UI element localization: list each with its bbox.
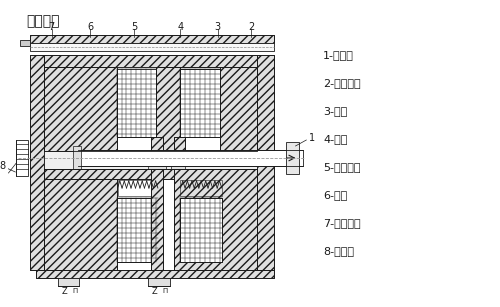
Bar — [78, 150, 304, 166]
Bar — [170, 157, 186, 169]
Bar — [257, 55, 274, 270]
Text: 一、构造: 一、构造 — [26, 14, 60, 28]
Bar — [44, 55, 257, 67]
Bar — [44, 55, 257, 67]
Bar — [44, 179, 117, 270]
Text: 1-花键轴: 1-花键轴 — [323, 50, 354, 60]
Bar — [16, 140, 28, 176]
Text: 4: 4 — [178, 22, 184, 32]
Bar — [174, 137, 186, 167]
Bar — [30, 55, 44, 270]
Bar — [36, 270, 274, 278]
Bar — [148, 278, 170, 286]
Bar — [118, 180, 158, 196]
Bar — [220, 67, 257, 155]
Bar — [151, 169, 163, 270]
Bar — [20, 40, 30, 46]
Text: Π: Π — [163, 288, 168, 294]
Bar — [257, 55, 274, 270]
Bar — [148, 157, 166, 169]
Bar — [44, 67, 117, 155]
Text: 6: 6 — [87, 22, 93, 32]
Bar — [36, 270, 274, 278]
Bar — [151, 169, 163, 270]
Text: 1: 1 — [310, 133, 316, 143]
Bar — [174, 169, 257, 270]
Text: 3-衔铁: 3-衔铁 — [323, 106, 347, 116]
Bar — [156, 67, 180, 155]
Text: Z: Z — [152, 286, 158, 296]
Bar — [180, 69, 220, 137]
Bar — [74, 146, 81, 170]
Bar — [44, 169, 257, 179]
Bar — [174, 169, 257, 270]
Bar — [44, 67, 117, 155]
Bar — [116, 198, 158, 262]
Bar — [44, 169, 257, 179]
Bar — [156, 67, 180, 155]
Text: 3: 3 — [215, 22, 221, 32]
Bar — [30, 55, 44, 270]
Bar — [30, 35, 274, 43]
Bar — [174, 137, 186, 167]
Text: 2-电机端盖: 2-电机端盖 — [323, 78, 360, 88]
Text: 8: 8 — [0, 161, 6, 171]
Text: 8-防尘板: 8-防尘板 — [323, 246, 354, 256]
Bar — [151, 137, 163, 167]
Text: Z: Z — [62, 286, 68, 296]
Bar — [116, 67, 156, 137]
Bar — [44, 151, 257, 169]
Text: 5: 5 — [131, 22, 138, 32]
Bar — [220, 67, 257, 155]
Text: 7: 7 — [48, 22, 55, 32]
Bar — [58, 278, 79, 286]
Text: 2: 2 — [248, 22, 254, 32]
Bar — [286, 142, 300, 174]
Text: 4-定子: 4-定子 — [323, 134, 347, 144]
Bar — [30, 35, 274, 43]
Text: 5-空心螺钉: 5-空心螺钉 — [323, 162, 360, 172]
Bar — [151, 137, 163, 167]
Text: Π: Π — [72, 288, 78, 294]
Bar — [44, 179, 117, 270]
Text: 7-安装螺栓: 7-安装螺栓 — [323, 218, 360, 228]
Bar — [116, 69, 156, 137]
Bar — [116, 198, 158, 262]
Bar — [180, 198, 222, 262]
Bar — [180, 69, 220, 137]
Bar — [180, 198, 222, 262]
Bar — [30, 43, 274, 51]
Text: 6-转子: 6-转子 — [323, 190, 347, 200]
Bar — [180, 180, 222, 196]
